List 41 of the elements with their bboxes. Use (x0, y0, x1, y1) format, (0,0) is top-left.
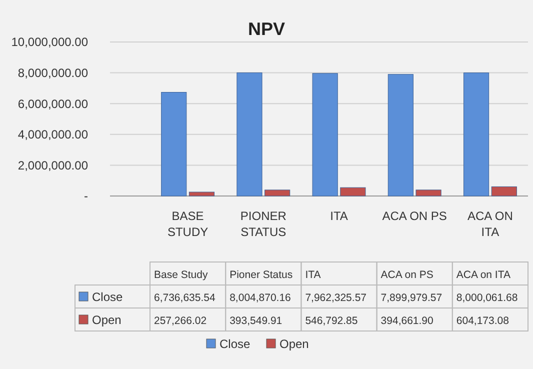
text: ACA on PS (380, 269, 434, 281)
bar (388, 74, 414, 196)
data-label: 546,792.85 (305, 315, 358, 327)
data-label: 604,173.08 (456, 315, 510, 327)
bar (312, 73, 338, 196)
data-label: 394,661.90 (380, 315, 434, 327)
y-tick-label: 10,000,000.00 (11, 35, 88, 50)
text: ITA (305, 269, 321, 281)
bar (264, 190, 290, 196)
data-label: 6,736,635.54 (154, 292, 216, 304)
legend-label: Close (92, 290, 124, 304)
text: Base Study (154, 269, 208, 281)
chart-title: NPV (248, 19, 286, 39)
data-label: 393,549.91 (230, 315, 282, 327)
data-label: 8,004,870.16 (230, 292, 292, 304)
data-label: 8,000,061.68 (456, 292, 518, 304)
text: Open (280, 337, 309, 351)
bar (188, 192, 215, 196)
x-tick-label: ACA ON ITA (468, 209, 513, 239)
bar (463, 72, 490, 196)
data-label: 7,962,325.57 (305, 292, 367, 304)
data-label: 7,899,979.57 (380, 292, 442, 304)
x-tick-label: BASE STUDY (167, 209, 208, 239)
y-tick-label: 8,000,000.00 (18, 66, 88, 80)
bar (340, 187, 366, 196)
bar (236, 72, 262, 196)
y-tick-label: 6,000,000.00 (18, 96, 88, 111)
legend-label: Open (92, 313, 122, 327)
text: Close (220, 337, 250, 351)
bar (161, 92, 187, 196)
text: Pioner Status (230, 269, 293, 281)
y-tick-label: 4,000,000.00 (18, 128, 88, 142)
y-tick-label: 2,000,000.00 (18, 158, 88, 172)
x-tick-label: ITA (330, 209, 348, 223)
x-tick-label: PIONER STATUS (240, 209, 287, 239)
text: ACA on ITA (456, 269, 510, 281)
x-tick-label: ACA ON PS (382, 209, 447, 223)
y-tick-label: - (84, 189, 88, 204)
bar (416, 190, 442, 196)
bar (491, 186, 517, 196)
data-label: 257,266.02 (154, 315, 207, 327)
